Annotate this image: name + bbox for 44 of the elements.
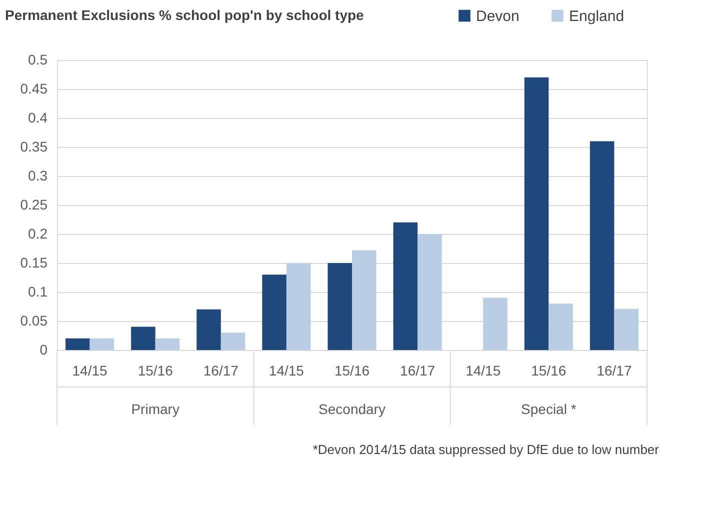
bar — [131, 326, 156, 350]
chart-title: Permanent Exclusions % school pop'n by school type — [5, 7, 364, 23]
bar — [220, 332, 246, 350]
legend-label: England — [569, 8, 624, 25]
y-tick-label: 0.45 — [20, 80, 48, 96]
bar — [393, 222, 418, 350]
text: Primary — [131, 401, 180, 417]
y-tick-label: 0.2 — [28, 226, 48, 242]
bar — [483, 298, 508, 350]
x-tick-label: 16/17 — [596, 362, 632, 378]
x-tick-label: 15/16 — [138, 362, 174, 378]
y-tick-label: 0 — [40, 342, 48, 358]
x-tick-label: 15/16 — [531, 362, 566, 378]
bar — [548, 304, 573, 350]
bar — [262, 274, 286, 350]
x-tick-label: 14/15 — [268, 362, 304, 378]
text: *Devon 2014/15 data suppressed by DfE due to low number — [312, 442, 660, 457]
bar — [524, 77, 549, 350]
y-tick-label: 0.5 — [28, 52, 48, 68]
bar — [66, 338, 90, 350]
bar — [155, 338, 180, 350]
x-tick-label: 15/16 — [334, 362, 370, 378]
bar — [286, 263, 311, 350]
bar — [90, 338, 114, 350]
text: Special * — [521, 401, 577, 417]
y-tick-label: 0.4 — [28, 110, 48, 126]
y-tick-label: 0.25 — [20, 196, 48, 212]
x-tick-label: 14/15 — [466, 362, 501, 378]
y-tick-label: 0.05 — [20, 312, 48, 328]
bar — [418, 234, 442, 350]
y-tick-label: 0.35 — [20, 138, 48, 154]
x-tick-label: 16/17 — [400, 362, 436, 378]
bar — [196, 309, 221, 350]
bar — [352, 250, 376, 350]
text: Secondary — [318, 401, 386, 417]
legend-label: Devon — [476, 8, 520, 25]
bar — [590, 141, 614, 350]
y-tick-label: 0.1 — [28, 284, 48, 300]
y-tick-label: 0.15 — [20, 254, 48, 270]
x-tick-label: 16/17 — [203, 362, 239, 378]
bar — [328, 263, 352, 350]
y-tick-label: 0.3 — [28, 168, 48, 184]
bar — [614, 308, 638, 350]
x-tick-label: 14/15 — [72, 362, 108, 378]
